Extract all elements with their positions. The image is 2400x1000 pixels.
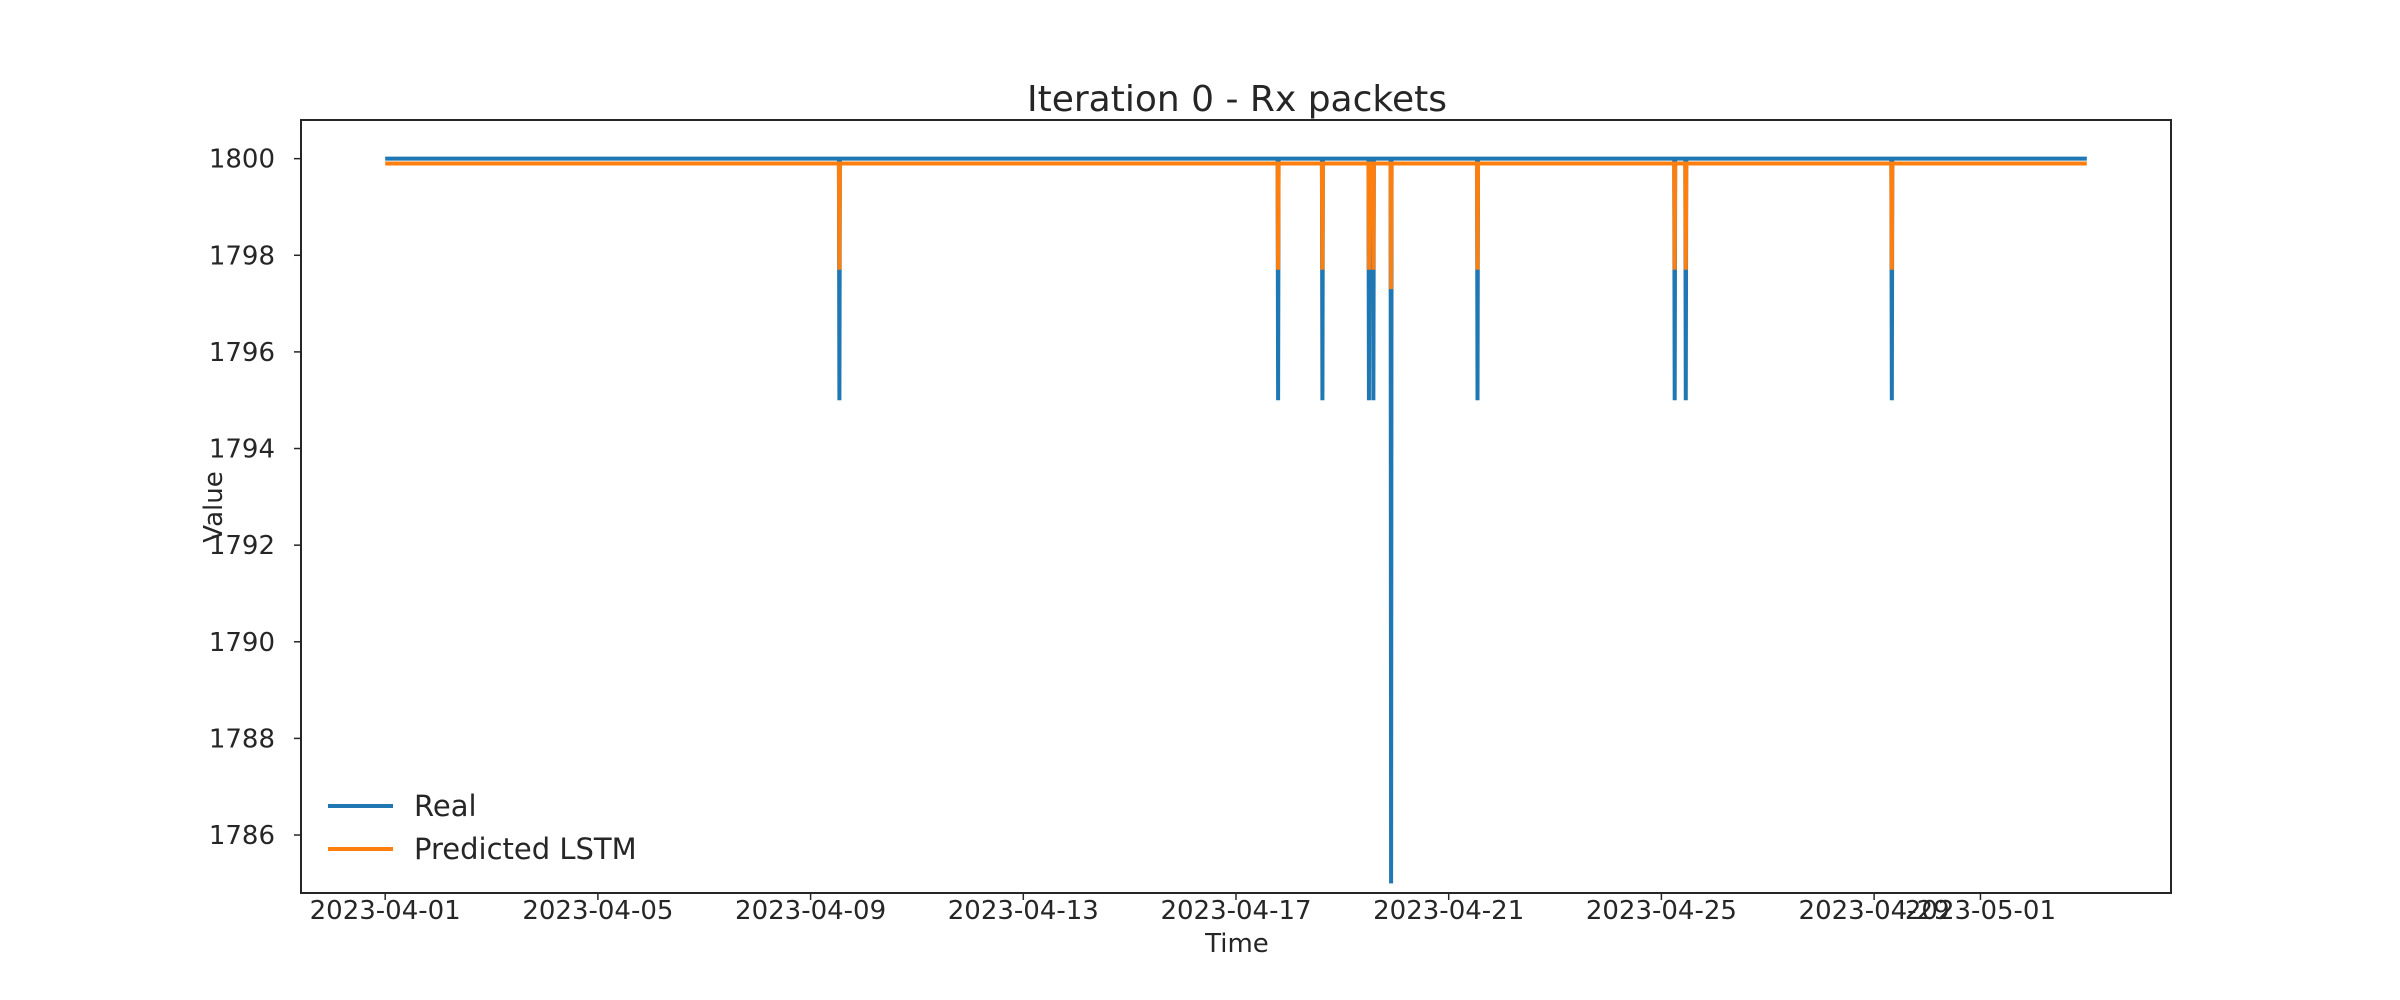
y-axis-ticks: 1786 1788 1790 1792 1794 1796 1798 1800 [209, 145, 301, 851]
y-tick-label: 1794 [209, 435, 275, 465]
x-tick-label: 2023-04-25 [1586, 896, 1737, 926]
series-line-1 [385, 161, 2087, 290]
y-tick-label: 1796 [209, 338, 275, 368]
x-tick-label: 2023-04-29 [1799, 896, 1950, 926]
chart-title: Iteration 0 - Rx packets [1027, 79, 1447, 120]
y-tick-label: 1800 [209, 145, 275, 175]
y-axis-label: Value [199, 471, 229, 542]
x-tick-label: 2023-04-17 [1160, 896, 1311, 926]
x-axis-ticks: 2023-04-01 2023-04-05 2023-04-09 2023-04-13… [310, 893, 2056, 926]
y-tick-label: 1790 [209, 628, 275, 658]
series-layer [385, 156, 2087, 884]
x-tick-label: 2023-04-05 [522, 896, 673, 926]
x-axis-label: Time [1204, 929, 1269, 959]
legend: Real Predicted LSTM [328, 789, 637, 866]
y-tick-label: 1786 [209, 821, 275, 851]
series-line-0 [385, 156, 2087, 884]
legend-label: Real [414, 789, 477, 823]
x-tick-label: 2023-04-09 [735, 896, 886, 926]
y-tick-label: 1788 [209, 724, 275, 754]
y-tick-label: 1798 [209, 241, 275, 271]
x-tick-label: 2023-05-01 [1905, 896, 2056, 926]
x-tick-label: 2023-04-13 [948, 896, 1099, 926]
legend-label: Predicted LSTM [414, 832, 637, 866]
x-tick-label: 2023-04-21 [1373, 896, 1524, 926]
x-tick-label: 2023-04-01 [310, 896, 461, 926]
y-tick-label: 1792 [209, 531, 275, 561]
